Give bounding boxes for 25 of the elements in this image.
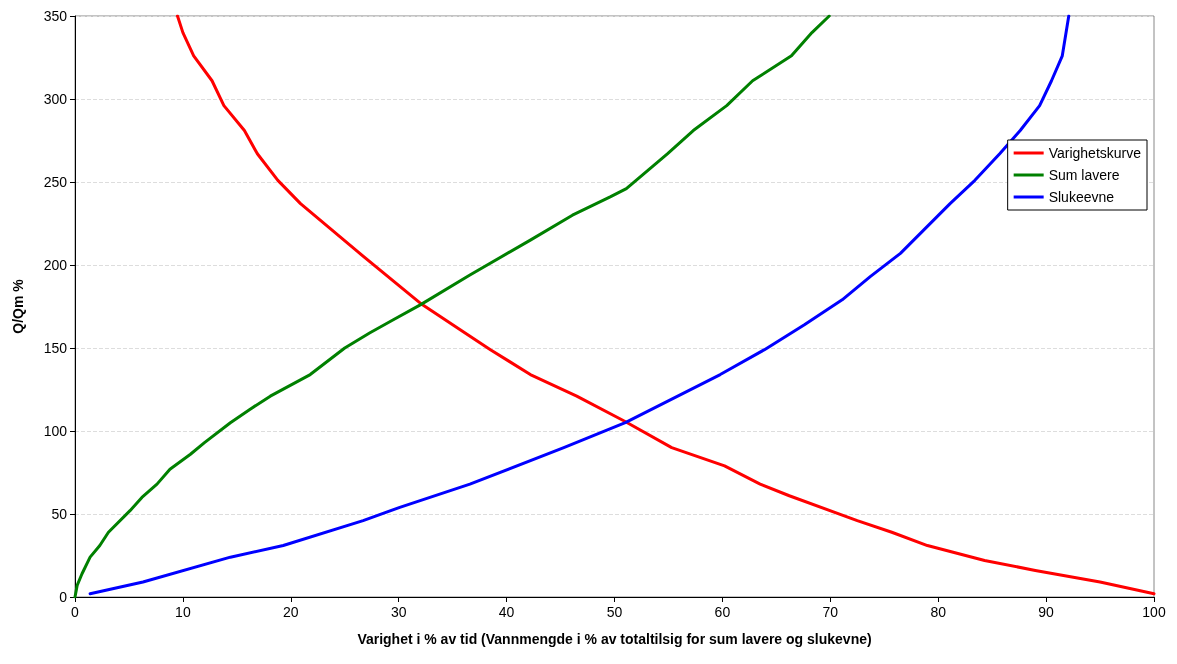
y-tick-label: 300 bbox=[43, 91, 68, 107]
x-tick-label: 70 bbox=[822, 604, 839, 620]
y-tick-label: 50 bbox=[51, 506, 68, 522]
y-tick-label: 250 bbox=[43, 174, 68, 190]
y-tick-label: 100 bbox=[43, 423, 68, 439]
x-tick-label: 20 bbox=[283, 604, 299, 620]
x-tick-label: 50 bbox=[606, 604, 623, 620]
line-series bbox=[176, 14, 1156, 596]
x-tick-label: 60 bbox=[714, 604, 731, 620]
y-tick-label: 0 bbox=[59, 589, 68, 605]
x-tick-label: 30 bbox=[390, 604, 407, 620]
legend-label: Varighetskurve bbox=[1048, 145, 1142, 161]
x-tick-label: 0 bbox=[71, 604, 80, 620]
x-tick-label: 100 bbox=[1142, 604, 1166, 620]
x-tick-label: 40 bbox=[498, 604, 515, 620]
x-tick-label: 10 bbox=[175, 604, 191, 620]
x-tick-label: 90 bbox=[1038, 604, 1055, 620]
y-tick-label: 200 bbox=[43, 257, 68, 273]
y-tick-label: 150 bbox=[43, 340, 68, 356]
legend-label: Slukeevne bbox=[1048, 189, 1115, 205]
y-tick-label: 350 bbox=[43, 8, 68, 24]
x-tick-label: 80 bbox=[930, 604, 947, 620]
legend-label: Sum lavere bbox=[1048, 167, 1120, 183]
x-axis-title: Varighet i % av tid (Vannmengde i % av totaltilsig for sum lavere og slukevne) bbox=[357, 631, 872, 647]
y-axis-title: Q/Qm % bbox=[10, 278, 26, 334]
